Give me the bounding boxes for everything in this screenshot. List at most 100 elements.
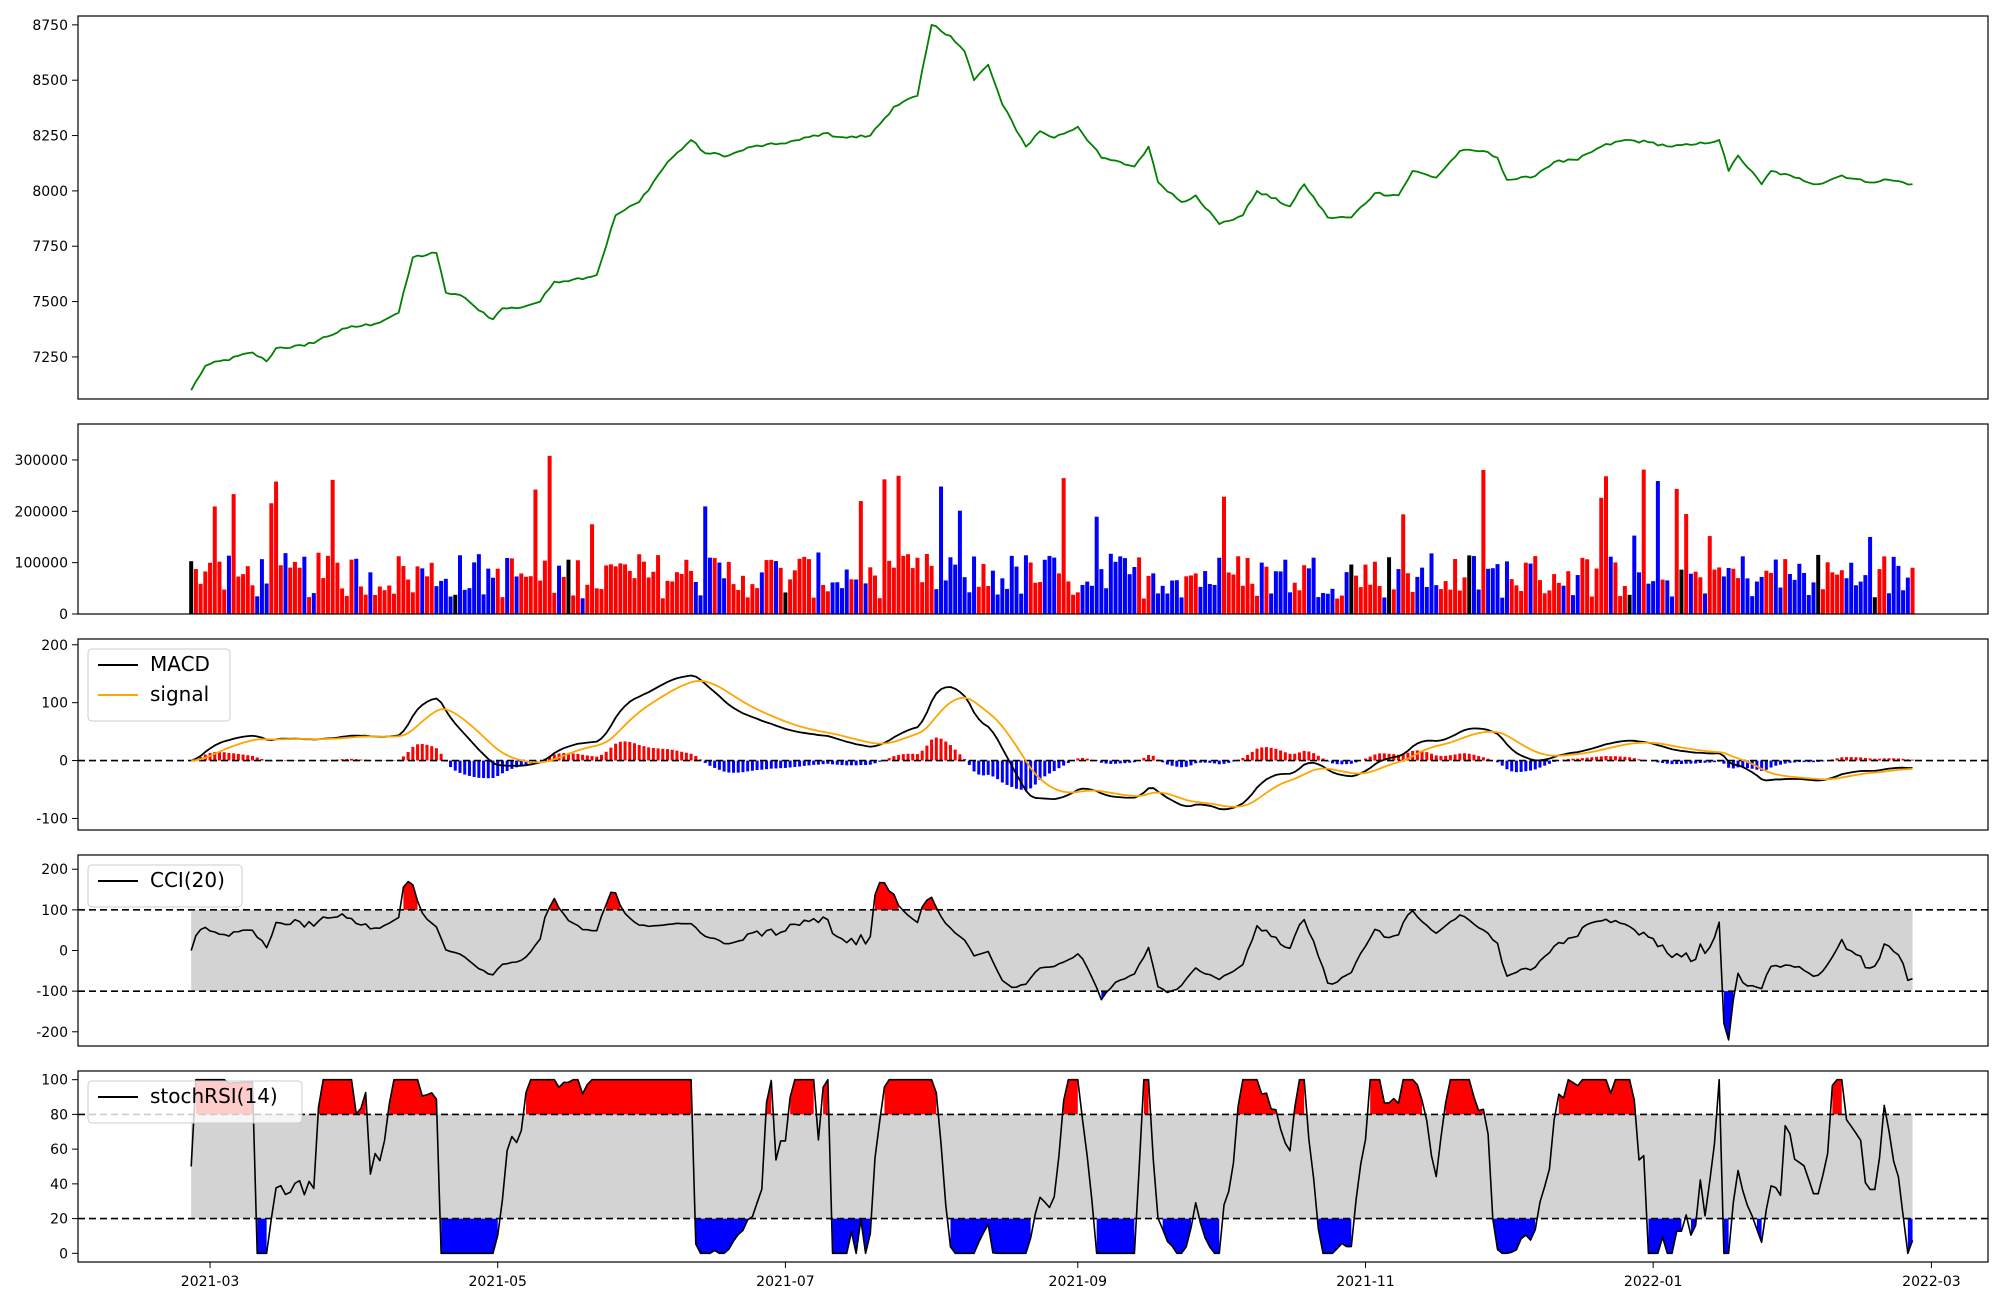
volume-bar <box>354 559 358 614</box>
macd-histogram-bar <box>1218 761 1221 765</box>
volume-bar <box>609 564 613 614</box>
volume-bar <box>878 598 882 614</box>
volume-bar <box>1052 558 1056 614</box>
volume-bar <box>1057 573 1061 614</box>
volume-bar <box>213 506 217 614</box>
macd-histogram-bar <box>1524 761 1527 772</box>
volume-bar <box>1066 581 1070 614</box>
macd-histogram-bar <box>1317 756 1320 761</box>
volume-bar <box>1132 567 1136 614</box>
volume-bar <box>1514 585 1518 614</box>
volume-bar <box>392 594 396 614</box>
volume-bar <box>284 553 288 614</box>
macd-histogram-bar <box>1001 761 1004 783</box>
volume-bar <box>977 587 981 614</box>
macd-histogram-bar <box>1256 749 1259 761</box>
macd-histogram-bar <box>1472 755 1475 761</box>
stochrsi-oversold-fill <box>441 1219 498 1254</box>
stochrsi-overbought-fill <box>1370 1080 1422 1115</box>
macd-histogram-bar <box>793 761 796 767</box>
macd-histogram-bar <box>647 747 650 760</box>
signal-line <box>191 681 1912 807</box>
volume-bar <box>359 586 363 614</box>
volume-bar <box>1684 514 1688 614</box>
volume-bar <box>783 592 787 614</box>
volume-bar <box>335 563 339 614</box>
macd-histogram-bar <box>425 745 428 761</box>
volume-bar <box>1293 583 1297 614</box>
macd-histogram-bar <box>633 743 636 760</box>
macd-histogram-bar <box>1274 749 1277 761</box>
volume-bar <box>1863 575 1867 614</box>
volume-bar <box>934 589 938 614</box>
x-tick-label: 2021-11 <box>1336 1274 1395 1290</box>
volume-bar <box>411 592 415 614</box>
volume-bar <box>1024 555 1028 614</box>
volume-bar <box>599 589 603 614</box>
volume-bar <box>406 580 410 614</box>
volume-bar <box>1463 577 1467 614</box>
stochrsi-overbought-fill <box>1144 1080 1149 1115</box>
volume-bar <box>1524 563 1528 614</box>
volume-bar <box>727 562 731 614</box>
macd-histogram-bar <box>1812 761 1815 763</box>
volume-bar <box>340 588 344 614</box>
volume-bar <box>911 568 915 614</box>
volume-bar <box>798 559 802 614</box>
volume-bar <box>1580 558 1584 614</box>
volume-bar <box>831 582 835 614</box>
volume-bar <box>255 596 259 614</box>
macd-histogram-bar <box>251 756 254 761</box>
volume-bar <box>1552 574 1556 614</box>
volume-bar <box>1297 590 1301 614</box>
volume-bar <box>1274 571 1278 614</box>
macd-histogram-bar <box>784 761 787 768</box>
volume-bar <box>1043 560 1047 614</box>
volume-bar <box>736 590 740 614</box>
volume-bar <box>1335 599 1339 614</box>
volume-bar <box>1906 578 1910 614</box>
volume-bar <box>401 566 405 614</box>
macd-histogram-bar <box>921 751 924 761</box>
volume-bar <box>1175 580 1179 614</box>
x-tick-label: 2021-05 <box>468 1274 527 1290</box>
volume-bar <box>321 578 325 614</box>
macd-histogram-bar <box>930 740 933 761</box>
volume-bar <box>246 566 250 614</box>
volume-bar <box>458 555 462 614</box>
macd-histogram-bar <box>1680 761 1683 764</box>
volume-bar <box>1453 559 1457 614</box>
stochrsi-oversold-fill <box>257 1219 266 1254</box>
macd-histogram-bar <box>1251 752 1254 761</box>
macd-histogram-bar <box>760 761 763 770</box>
volume-bar <box>1689 574 1693 614</box>
volume-bar <box>515 576 519 614</box>
volume-bar <box>1109 554 1113 614</box>
macd-histogram-bar <box>510 761 513 769</box>
macd-histogram-bar <box>666 749 669 760</box>
volume-bar <box>1538 580 1542 614</box>
macd-histogram-bar <box>746 761 749 772</box>
volume-bar <box>1576 575 1580 614</box>
volume-bar <box>1114 562 1118 614</box>
stochrsi-oversold-fill <box>1493 1219 1535 1254</box>
volume-bar <box>217 562 221 614</box>
macd-histogram-bar <box>954 750 957 761</box>
volume-bar <box>1665 580 1669 614</box>
volume-bar <box>241 574 245 614</box>
stochrsi-oversold-fill <box>696 1219 748 1254</box>
volume-bar <box>666 581 670 614</box>
macd-histogram-bar <box>1340 761 1343 765</box>
volume-bar <box>1430 553 1434 614</box>
volume-bar <box>302 557 306 614</box>
macd-histogram-bar <box>812 761 815 765</box>
macd-histogram-bar <box>897 755 900 761</box>
macd-histogram-bar <box>1043 761 1046 777</box>
macd-histogram-bar <box>1416 750 1419 760</box>
macd-histogram-bar <box>982 761 985 776</box>
volume-bar <box>812 598 816 614</box>
price-ytick-label: 8250 <box>32 129 68 145</box>
macd-histogram-bar <box>1279 751 1282 761</box>
macd-histogram-bar <box>1289 754 1292 761</box>
